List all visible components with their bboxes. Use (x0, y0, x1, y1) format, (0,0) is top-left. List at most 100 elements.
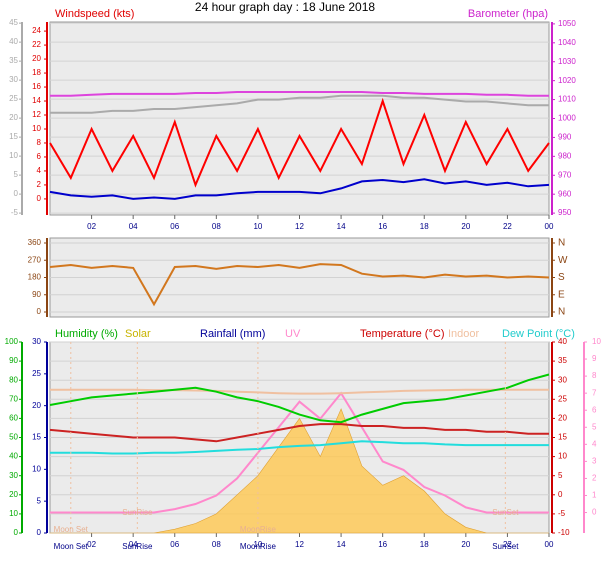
chart-title: 24 hour graph day : 18 June 2018 (195, 0, 375, 14)
y-tick-label: 980 (558, 151, 572, 160)
event-label: SunSet (492, 542, 519, 551)
y-tick-label: 1020 (558, 76, 576, 85)
y-tick-label: 40 (558, 337, 567, 346)
y-tick-label: 100 (5, 337, 19, 346)
x-tick-label: 04 (129, 540, 138, 549)
series-line (50, 94, 549, 114)
y-tick-label: 20 (558, 414, 567, 423)
y-tick-label: 5 (37, 496, 42, 505)
y-tick-label: 30 (9, 75, 18, 84)
y-tick-label: 0 (14, 528, 19, 537)
y-tick-label: 40 (9, 452, 18, 461)
y-tick-label: -10 (558, 528, 570, 537)
y-tick-label: 1000 (558, 114, 576, 123)
y-tick-label: 15 (558, 433, 567, 442)
x-tick-label: 00 (545, 540, 554, 549)
y-tick-label: E (558, 289, 565, 300)
axis-label: Rainfall (mm) (200, 328, 265, 340)
x-tick-label: 22 (503, 222, 512, 231)
y-tick-label: 9 (592, 354, 597, 363)
y-tick-label: 990 (558, 133, 572, 142)
y-tick-label: 30 (558, 375, 567, 384)
y-tick-label: 0 (37, 528, 42, 537)
y-tick-label: 8 (592, 371, 597, 380)
x-tick-label: 20 (461, 540, 470, 549)
y-tick-label: 40 (9, 37, 18, 46)
y-tick-label: 80 (9, 375, 18, 384)
y-tick-label: 22 (32, 40, 41, 49)
series-line (49, 178, 550, 200)
series-line (49, 423, 549, 443)
y-tick-label: 5 (592, 422, 597, 431)
y-tick-label: 4 (592, 439, 597, 448)
y-tick-label: 25 (9, 94, 18, 103)
x-tick-label: 20 (461, 222, 470, 231)
y-tick-label: 6 (592, 405, 597, 414)
x-tick-label: 22 (503, 540, 512, 549)
x-tick-label: 06 (170, 540, 179, 549)
y-tick-label: 1040 (558, 38, 576, 47)
y-tick-label: 10 (592, 337, 601, 346)
y-tick-label: 1010 (558, 95, 576, 104)
y-tick-label: 270 (28, 255, 42, 264)
series-line (50, 388, 549, 395)
x-tick-label: 18 (420, 540, 429, 549)
x-tick-label: 10 (253, 222, 262, 231)
y-tick-label: 5 (14, 170, 19, 179)
y-tick-label: -5 (558, 509, 566, 518)
y-tick-label: 35 (558, 356, 567, 365)
x-tick-label: 04 (129, 222, 138, 231)
y-tick-label: 60 (9, 414, 18, 423)
y-tick-label: 14 (32, 96, 41, 105)
y-tick-label: 20 (32, 54, 41, 63)
event-label: SunSet (492, 508, 519, 517)
series-line (50, 91, 549, 97)
y-tick-label: 30 (9, 471, 18, 480)
x-tick-label: 14 (337, 540, 346, 549)
solar-area (50, 408, 549, 534)
y-tick-label: W (558, 255, 568, 266)
event-label: MoonRise (240, 525, 277, 534)
series-line (50, 391, 549, 514)
y-tick-label: 16 (32, 82, 41, 91)
y-tick-label: 35 (9, 56, 18, 65)
y-tick-label: 10 (9, 509, 18, 518)
y-tick-label: 1050 (558, 19, 576, 28)
y-tick-label: 180 (28, 273, 42, 282)
y-tick-label: 10 (32, 464, 41, 473)
y-tick-label: 90 (9, 356, 18, 365)
x-tick-label: 02 (87, 222, 96, 231)
x-tick-label: 12 (295, 540, 304, 549)
y-tick-label: 10 (558, 452, 567, 461)
axis-label: Humidity (%) (55, 328, 118, 340)
axis-label: Temperature (°C) (360, 328, 444, 340)
y-tick-label: 20 (9, 490, 18, 499)
event-label: SunRise (122, 508, 153, 517)
y-tick-label: S (558, 272, 565, 283)
y-tick-label: 970 (558, 170, 572, 179)
y-tick-label: 45 (9, 18, 18, 27)
y-tick-label: 10 (9, 151, 18, 160)
y-tick-label: 1 (592, 491, 597, 500)
y-tick-label: 15 (32, 433, 41, 442)
y-tick-label: 6 (37, 152, 42, 161)
x-tick-label: 02 (87, 540, 96, 549)
y-tick-label: 0 (14, 189, 19, 198)
axis-label: Dew Point (°C) (502, 328, 575, 340)
y-tick-label: N (558, 307, 565, 318)
x-tick-label: 16 (378, 222, 387, 231)
axis-label: UV (285, 328, 301, 340)
y-tick-label: 360 (28, 238, 42, 247)
axis-label: Indoor (448, 328, 480, 340)
series-line (49, 263, 550, 307)
x-tick-label: 06 (170, 222, 179, 231)
y-tick-label: 0 (37, 307, 42, 316)
y-tick-label: 50 (9, 433, 18, 442)
y-tick-label: 18 (32, 68, 41, 77)
axis-label: Windspeed (kts) (55, 8, 134, 20)
event-label: Moon Set (54, 542, 89, 551)
y-tick-label: 5 (558, 471, 563, 480)
y-tick-label: 960 (558, 189, 572, 198)
x-tick-label: 16 (378, 540, 387, 549)
y-tick-label: 30 (32, 337, 41, 346)
